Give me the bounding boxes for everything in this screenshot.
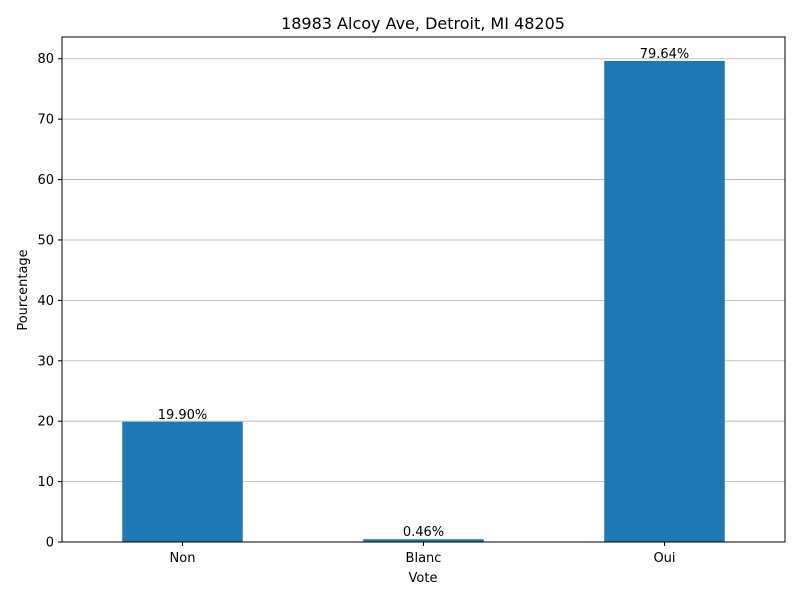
bar-value-label: 0.46% bbox=[403, 525, 444, 540]
x-axis-ticks: Non Blanc Oui bbox=[170, 542, 676, 566]
y-axis-label: Pourcentage bbox=[16, 249, 31, 330]
bar-value-label: 19.90% bbox=[158, 408, 208, 423]
y-tick-label: 60 bbox=[37, 173, 54, 188]
y-axis-ticks: 0 10 20 30 40 50 60 70 80 bbox=[37, 52, 62, 551]
chart-title: 18983 Alcoy Ave, Detroit, MI 48205 bbox=[281, 14, 565, 33]
bar-value-labels: 19.90% 0.46% 79.64% bbox=[158, 47, 690, 540]
y-tick-label: 10 bbox=[37, 475, 54, 490]
plot-frame bbox=[61, 36, 786, 543]
x-axis-label: Vote bbox=[409, 571, 438, 586]
y-tick-label: 0 bbox=[46, 536, 54, 551]
x-tick-label: Non bbox=[170, 551, 196, 566]
y-tick-label: 40 bbox=[37, 294, 54, 309]
bar-value-label: 79.64% bbox=[640, 47, 690, 62]
y-tick-label: 30 bbox=[37, 354, 54, 369]
bar-oui bbox=[604, 60, 725, 542]
bars bbox=[122, 60, 725, 542]
y-tick-label: 20 bbox=[37, 415, 54, 430]
gridlines bbox=[62, 58, 785, 482]
y-tick-label: 50 bbox=[37, 233, 54, 248]
bar-non bbox=[122, 421, 243, 542]
y-tick-label: 80 bbox=[37, 52, 54, 67]
y-tick-label: 70 bbox=[37, 113, 54, 128]
bar-blanc bbox=[363, 539, 484, 542]
x-tick-label: Blanc bbox=[406, 551, 442, 566]
x-tick-label: Oui bbox=[653, 551, 675, 566]
